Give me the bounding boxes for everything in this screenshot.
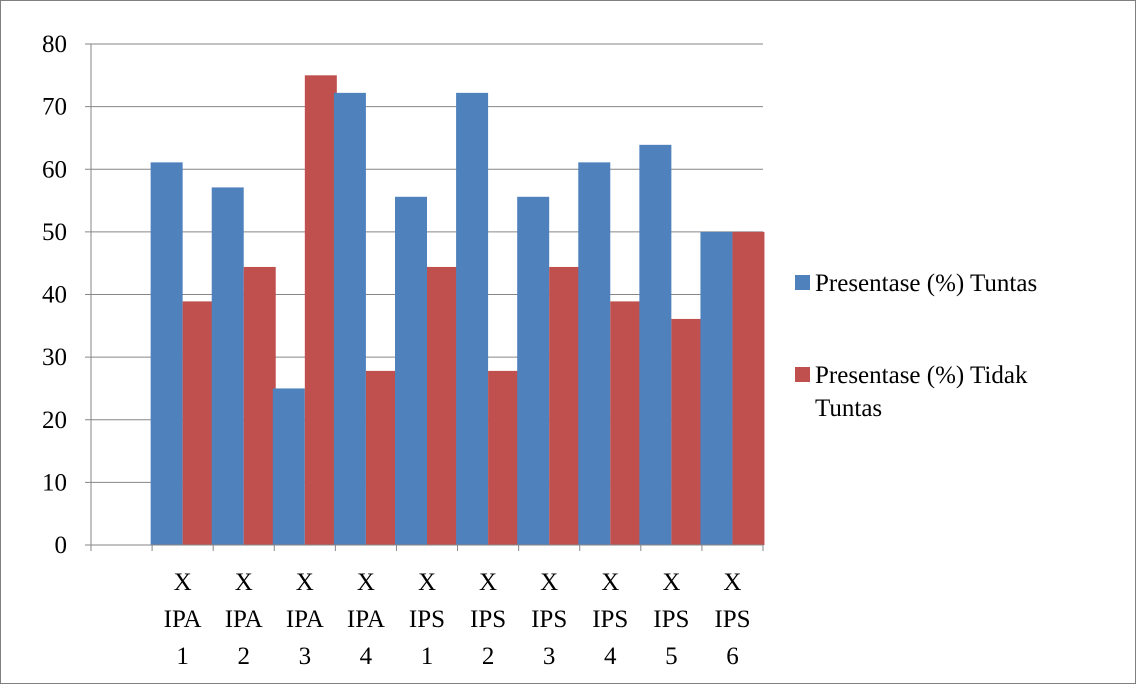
y-tick-label: 0 xyxy=(55,532,68,559)
x-tick-label: IPA xyxy=(225,606,263,633)
y-tick-label: 60 xyxy=(42,156,67,183)
x-tick-label: 2 xyxy=(237,643,250,670)
x-tick-label: 6 xyxy=(726,643,739,670)
x-tick-labels: X IPA 1 X IPA 2 X IPA 3 X IPA 4 X IPS 1 X IPS 2 X IPS 3 X IPS 4… xyxy=(164,569,751,670)
x-tick-label: X xyxy=(479,569,497,596)
y-tick-label: 50 xyxy=(42,219,67,246)
y-tick-label: 20 xyxy=(42,407,67,434)
bar-tuntas xyxy=(700,231,733,545)
bar-tidak-tuntas xyxy=(610,301,643,545)
x-tick-label: X xyxy=(601,569,619,596)
x-tick-label: IPA xyxy=(286,606,324,633)
bar-tuntas xyxy=(333,92,366,545)
bar-tuntas xyxy=(150,162,183,545)
x-tick-label: 4 xyxy=(604,643,617,670)
bar-tidak-tuntas xyxy=(365,370,398,545)
y-tick-label: 70 xyxy=(42,94,67,121)
x-tick-label: X xyxy=(235,569,253,596)
bar-tuntas xyxy=(272,388,305,545)
y-tick-label: 10 xyxy=(42,469,67,496)
x-tick-label: IPS xyxy=(470,606,506,633)
bar-tidak-tuntas xyxy=(304,75,337,545)
x-tick-label: X xyxy=(418,569,436,596)
y-tick-labels: 0 10 20 30 40 50 60 70 80 xyxy=(42,31,67,559)
bar-tuntas xyxy=(211,187,244,545)
bar-tuntas xyxy=(639,144,672,546)
bar-tuntas xyxy=(517,196,550,545)
legend-label: Presentase (%) Tuntas xyxy=(815,270,1037,297)
legend-label: Presentase (%) Tidak xyxy=(815,362,1028,389)
x-tick-label: IPS xyxy=(592,606,628,633)
x-tick-label: X xyxy=(174,569,192,596)
x-tick-label: X xyxy=(357,569,375,596)
legend-swatch xyxy=(795,275,810,290)
x-tick-label: 2 xyxy=(482,643,495,670)
y-tick-label: 30 xyxy=(42,344,67,371)
x-tick-label: IPS xyxy=(653,606,689,633)
x-tick-label: X xyxy=(662,569,680,596)
bar-tidak-tuntas xyxy=(182,301,215,545)
bar-tidak-tuntas xyxy=(671,318,704,545)
bar-tuntas xyxy=(456,92,489,545)
x-tick-label: 5 xyxy=(665,643,678,670)
y-tick-label: 40 xyxy=(42,282,67,309)
x-tick-label: 4 xyxy=(360,643,373,670)
x-tick-label: IPS xyxy=(409,606,445,633)
axes xyxy=(85,43,764,551)
x-tick-label: IPS xyxy=(714,606,750,633)
legend-label: Tuntas xyxy=(815,395,882,422)
x-tick-label: 1 xyxy=(421,643,434,670)
x-tick-label: 3 xyxy=(299,643,312,670)
x-tick-label: 1 xyxy=(176,643,189,670)
x-tick-label: X xyxy=(296,569,314,596)
legend-swatch xyxy=(795,367,810,382)
bar-tidak-tuntas xyxy=(243,266,276,545)
bars xyxy=(150,75,765,546)
bar-tidak-tuntas xyxy=(549,266,582,545)
x-tick-label: X xyxy=(540,569,558,596)
x-tick-label: 3 xyxy=(543,643,556,670)
y-tick-label: 80 xyxy=(42,31,67,58)
bar-tidak-tuntas xyxy=(732,231,765,545)
bar-tuntas xyxy=(395,196,427,545)
bar-tidak-tuntas xyxy=(427,266,459,545)
x-tick-label: IPA xyxy=(347,606,385,633)
legend: Presentase (%) Tuntas Presentase (%) Tida… xyxy=(795,270,1037,422)
x-tick-label: X xyxy=(723,569,741,596)
x-tick-label: IPS xyxy=(531,606,567,633)
bar-tidak-tuntas xyxy=(488,370,521,545)
x-tick-label: IPA xyxy=(164,606,202,633)
bar-tuntas xyxy=(578,162,611,545)
